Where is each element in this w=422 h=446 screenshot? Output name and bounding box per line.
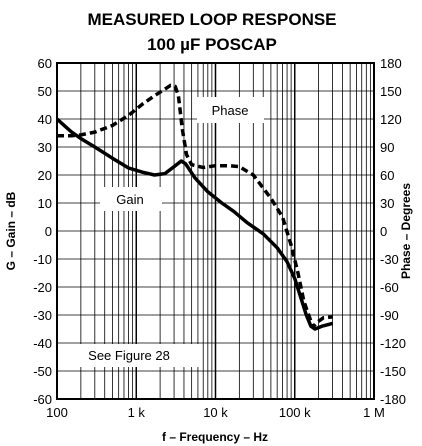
y-right-tick-label: 60	[380, 168, 394, 183]
annotation-label: Phase	[212, 103, 249, 118]
chart-subtitle: 100 µF POSCAP	[147, 35, 277, 54]
y-right-tick-label: -150	[380, 364, 406, 379]
y-left-tick-label: 40	[38, 112, 52, 127]
y-right-tick-label: -60	[380, 280, 399, 295]
y-right-tick-label: -30	[380, 252, 399, 267]
x-axis-label: f – Frequency – Hz	[162, 430, 268, 444]
y-left-tick-label: 10	[38, 196, 52, 211]
y-left-tick-label: -20	[33, 280, 52, 295]
y-right-tick-label: -120	[380, 336, 406, 351]
y-left-tick-label: 20	[38, 168, 52, 183]
x-tick-label: 100 k	[279, 405, 311, 420]
series-line-phase	[57, 83, 333, 329]
y-right-tick-label: 30	[380, 196, 394, 211]
annotation-label: See Figure 28	[88, 348, 170, 363]
y-left-tick-label: -50	[33, 364, 52, 379]
y-left-tick-label: -40	[33, 336, 52, 351]
chart-title: MEASURED LOOP RESPONSE	[87, 10, 336, 29]
y-right-tick-label: -180	[380, 392, 406, 407]
x-tick-label: 100	[46, 405, 68, 420]
annotation-box	[197, 97, 264, 123]
y-right-tick-label: 90	[380, 140, 394, 155]
y-right-tick-label: 0	[380, 224, 387, 239]
y-left-tick-label: 50	[38, 84, 52, 99]
annotation-box	[100, 187, 162, 211]
annotation-box	[70, 344, 200, 367]
plot-frame	[56, 62, 375, 400]
annotation-label: Gain	[116, 192, 143, 207]
y-axis-left-label: G – Gain – dB	[4, 191, 18, 270]
grid	[56, 62, 375, 400]
annotations: Phase Gain See Figure 28	[70, 97, 264, 367]
y-left-tick-label: 60	[38, 56, 52, 71]
series-line-gain	[55, 117, 334, 331]
y-right-tick-label: 180	[380, 56, 402, 71]
y-right-tick-label: -90	[380, 308, 399, 323]
x-tick-label: 1 k	[128, 405, 146, 420]
y-left-tick-label: 30	[38, 140, 52, 155]
x-tick-label: 1 M	[363, 405, 385, 420]
y-axis-right-label: Phase – Degrees	[399, 183, 413, 279]
y-right-tick-label: 120	[380, 112, 402, 127]
y-left-tick-label: 0	[45, 224, 52, 239]
y-left-tick-label: -10	[33, 252, 52, 267]
y-left-tick-label: -60	[33, 392, 52, 407]
y-left-tick-label: -30	[33, 308, 52, 323]
x-tick-label: 10 k	[203, 405, 228, 420]
series-layer	[55, 83, 334, 331]
y-right-tick-label: 150	[380, 84, 402, 99]
